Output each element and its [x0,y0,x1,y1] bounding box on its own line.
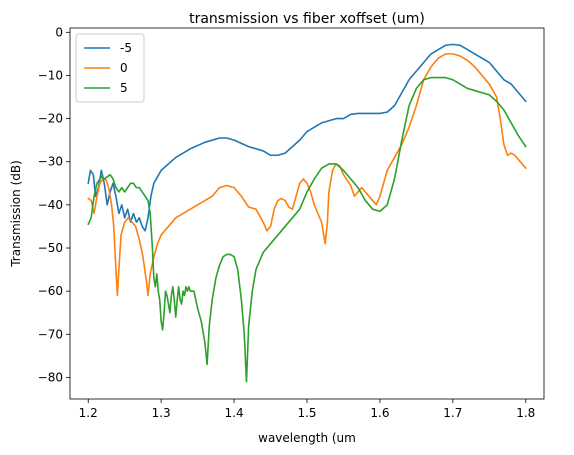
x-tick-label: 1.7 [443,406,462,420]
x-tick-label: 1.4 [225,406,244,420]
x-axis-label: wavelength (um [258,431,356,445]
y-tick-label: −70 [38,327,63,341]
series-line-0 [87,43,527,232]
y-tick-label: −60 [38,284,63,298]
x-tick-label: 1.3 [152,406,171,420]
y-axis-label: Transmission (dB) [9,160,23,268]
x-axis-ticks: 1.2 1.3 1.4 1.5 1.6 1.7 1.8 [79,399,535,420]
y-tick-label: −20 [38,112,63,126]
series-line-2 [87,76,527,383]
plot-frame [69,27,545,400]
y-tick-label: −50 [38,241,63,255]
series-line-1 [87,53,527,297]
y-tick-label: −40 [38,198,63,212]
y-tick-label: −10 [38,68,63,82]
x-tick-label: 1.2 [79,406,98,420]
legend-label-2: 5 [120,81,128,95]
x-tick-label: 1.5 [297,406,316,420]
y-tick-label: −30 [38,155,63,169]
x-tick-label: 1.6 [370,406,389,420]
legend-label-0: -5 [120,41,132,55]
y-tick-label: −80 [38,370,63,384]
y-tick-label: 0 [55,25,63,39]
legend-label-1: 0 [120,61,128,75]
plot-lines [87,43,527,383]
y-axis-ticks: 0 −10 −20 −30 −40 −50 −60 −70 −80 [38,25,70,384]
chart-title: transmission vs fiber xoffset (um) [189,11,425,27]
legend: -5 0 5 [75,33,145,103]
x-tick-label: 1.8 [516,406,535,420]
